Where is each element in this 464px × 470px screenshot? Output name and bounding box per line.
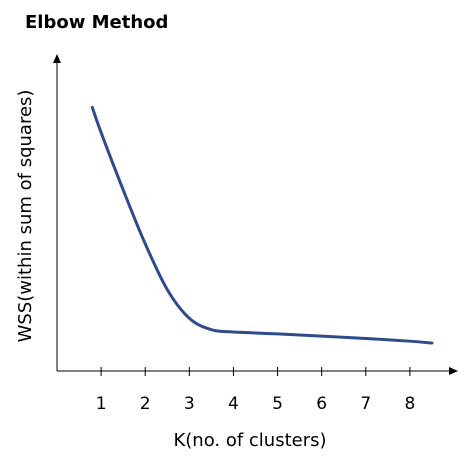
x-tick-label-5: 5 bbox=[272, 394, 283, 414]
y-axis-label: WSS(within sum of squares) bbox=[15, 90, 36, 343]
axes bbox=[53, 54, 458, 375]
chart-title: Elbow Method bbox=[25, 12, 168, 33]
x-tick-label-8: 8 bbox=[404, 394, 415, 414]
x-ticks bbox=[100, 367, 411, 376]
x-tick-label-1: 1 bbox=[96, 394, 107, 414]
x-tick-label-3: 3 bbox=[184, 394, 195, 414]
x-tick-label-6: 6 bbox=[316, 394, 327, 414]
x-tick-label-7: 7 bbox=[360, 394, 371, 414]
wss-curve bbox=[90, 105, 434, 345]
x-tick-label-4: 4 bbox=[228, 394, 239, 414]
x-tick-labels: 1 2 3 4 5 6 7 8 bbox=[96, 394, 416, 414]
x-tick-label-2: 2 bbox=[140, 394, 151, 414]
x-axis-label: K(no. of clusters) bbox=[173, 430, 326, 451]
